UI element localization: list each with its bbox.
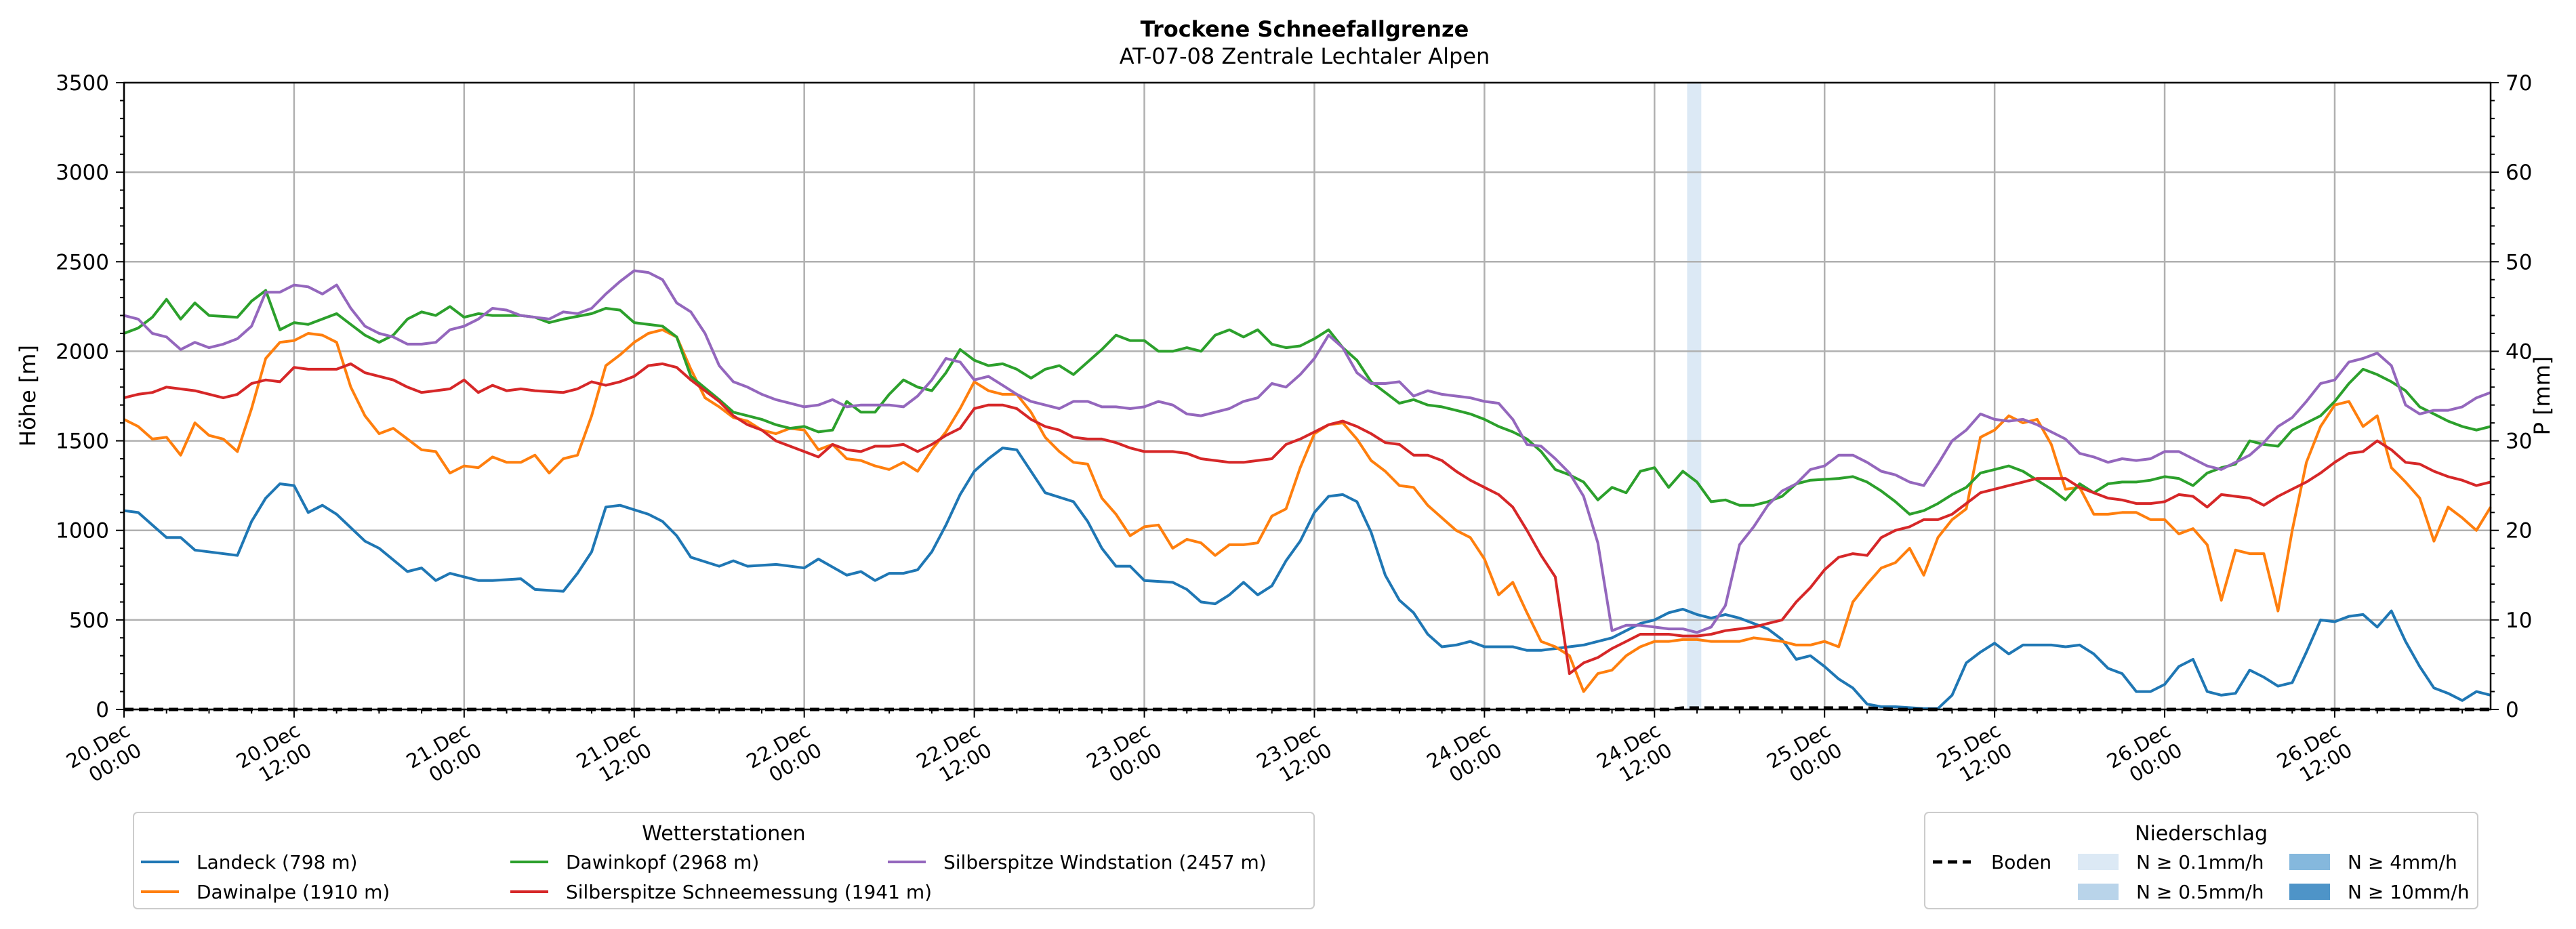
- y2-tick-label: 10: [2506, 608, 2532, 633]
- legend-precip-swatch-5: [2289, 884, 2330, 900]
- legend-stations-frame: [133, 812, 1315, 909]
- legend-precip-swatch-2: [2078, 854, 2119, 870]
- y-tick-label: 1000: [56, 519, 109, 543]
- series-line-2: [123, 328, 2492, 693]
- y2-tick-label: 0: [2506, 698, 2519, 722]
- legend-precip-label-4: N ≥ 0.5mm/h: [2136, 881, 2264, 903]
- y-tick-label: 2000: [56, 339, 109, 364]
- y-axis-left: 0 500 1000 1500 2000 2500 3000 3500: [56, 71, 124, 722]
- chart-subtitle: AT-07-08 Zentrale Lechtaler Alpen: [1120, 43, 1490, 69]
- series-line-1: [123, 447, 2491, 710]
- legend-precip-title: Niederschlag: [2135, 822, 2268, 846]
- precip-layer: [1687, 83, 1702, 709]
- legend-stations: Wetterstationen Landeck (798 m) Dawinalpe…: [133, 812, 1315, 909]
- y2-tick-label: 70: [2506, 71, 2532, 96]
- legend-precip-label-2: N ≥ 0.1mm/h: [2136, 851, 2264, 873]
- legend-stations-title: Wetterstationen: [642, 822, 805, 846]
- y-tick-label: 500: [69, 608, 109, 633]
- legend-precip-items: Boden N ≥ 0.1mm/h N ≥ 4mm/h N ≥ 0.5mm/h N ≥ …: [1933, 851, 2470, 903]
- series-line-3: [123, 289, 2491, 516]
- y-tick-label: 1500: [56, 430, 109, 454]
- y-axis-right: 0 10 20 30 40 50 60 70: [2491, 71, 2532, 722]
- y2-tick-label: 30: [2506, 430, 2532, 454]
- y2-axis-label: P [mm]: [2529, 356, 2555, 436]
- series-line-4: [123, 362, 2491, 676]
- y-tick-label: 3000: [56, 161, 109, 185]
- legend-label-1: Landeck (798 m): [197, 851, 357, 873]
- legend-label-4: Silberspitze Schneemessung (1941 m): [566, 881, 932, 903]
- legend-precip: Niederschlag Boden N ≥ 0.1mm/h N ≥ 4mm/h N …: [1924, 812, 2478, 909]
- y-tick-label: 0: [96, 698, 109, 722]
- legend-stations-items: Landeck (798 m) Dawinalpe (1910 m) Dawinko…: [141, 851, 1267, 903]
- plot-frame: [123, 81, 2492, 711]
- legend-precip-swatch-3: [2289, 854, 2330, 870]
- legend-precip-swatch-4: [2078, 884, 2119, 900]
- y2-tick-label: 50: [2506, 250, 2532, 274]
- chart-title: Trockene Schneefallgrenze: [1141, 16, 1469, 42]
- legend-precip-label-5: N ≥ 10mm/h: [2348, 881, 2470, 903]
- y-axis-label: Höhe [m]: [15, 345, 41, 447]
- legend-precip-label-1: Boden: [1991, 851, 2051, 873]
- y-tick-label: 3500: [56, 71, 109, 96]
- y2-tick-label: 60: [2506, 161, 2532, 185]
- precip-band: [1687, 83, 1702, 709]
- legend-label-2: Dawinalpe (1910 m): [197, 881, 390, 903]
- legend-label-3: Dawinkopf (2968 m): [566, 851, 759, 873]
- y2-tick-label: 40: [2506, 339, 2532, 364]
- legend-precip-frame: [1924, 812, 2478, 909]
- legend-label-5: Silberspitze Windstation (2457 m): [943, 851, 1267, 873]
- y2-tick-label: 20: [2506, 519, 2532, 543]
- y-tick-label: 2500: [56, 250, 109, 274]
- legend-precip-label-3: N ≥ 4mm/h: [2348, 851, 2457, 873]
- series-line-5: [123, 269, 2491, 634]
- grid-layer: [123, 81, 2491, 711]
- series-layer: [123, 269, 2492, 711]
